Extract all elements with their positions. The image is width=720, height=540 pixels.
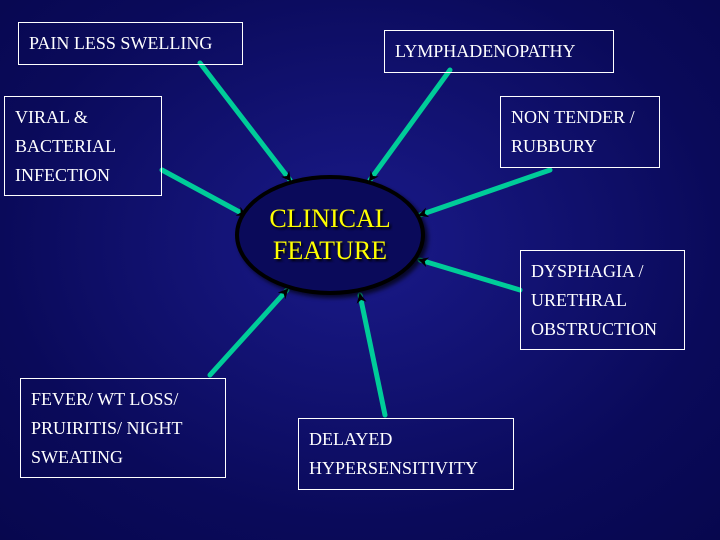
arrow bbox=[370, 70, 450, 180]
node-line: FEVER/ WT LOSS/ bbox=[31, 389, 178, 409]
center-node: CLINICAL FEATURE bbox=[235, 175, 425, 295]
center-line: CLINICAL bbox=[269, 204, 390, 233]
node-painless-swelling: PAIN LESS SWELLING bbox=[18, 22, 243, 65]
node-fever: FEVER/ WT LOSS/ PRUIRITIS/ NIGHT SWEATIN… bbox=[20, 378, 226, 478]
arrow bbox=[420, 170, 550, 215]
arrow bbox=[200, 63, 290, 180]
arrow bbox=[420, 260, 520, 290]
node-line: VIRAL & bbox=[15, 107, 88, 127]
center-label: CLINICAL FEATURE bbox=[269, 203, 390, 268]
node-line: DYSPHAGIA / bbox=[531, 261, 644, 281]
node-line: URETHRAL bbox=[531, 290, 627, 310]
node-line: HYPERSENSITIVITY bbox=[309, 458, 478, 478]
node-label: LYMPHADENOPATHY bbox=[395, 41, 576, 61]
arrow bbox=[162, 170, 245, 215]
node-line: DELAYED bbox=[309, 429, 392, 449]
center-line: FEATURE bbox=[273, 236, 387, 265]
node-line: BACTERIAL bbox=[15, 136, 116, 156]
node-viral-bacterial: VIRAL & BACTERIAL INFECTION bbox=[4, 96, 162, 196]
node-label: PAIN LESS SWELLING bbox=[29, 33, 212, 53]
node-line: PRUIRITIS/ NIGHT bbox=[31, 418, 183, 438]
node-line: SWEATING bbox=[31, 447, 123, 467]
node-delayed: DELAYED HYPERSENSITIVITY bbox=[298, 418, 514, 490]
node-line: NON TENDER / bbox=[511, 107, 635, 127]
node-line: OBSTRUCTION bbox=[531, 319, 657, 339]
node-dysphagia: DYSPHAGIA / URETHRAL OBSTRUCTION bbox=[520, 250, 685, 350]
arrow bbox=[210, 290, 287, 375]
node-non-tender: NON TENDER / RUBBURY bbox=[500, 96, 660, 168]
node-line: RUBBURY bbox=[511, 136, 597, 156]
node-line: INFECTION bbox=[15, 165, 110, 185]
arrow bbox=[360, 295, 385, 415]
node-lymphadenopathy: LYMPHADENOPATHY bbox=[384, 30, 614, 73]
